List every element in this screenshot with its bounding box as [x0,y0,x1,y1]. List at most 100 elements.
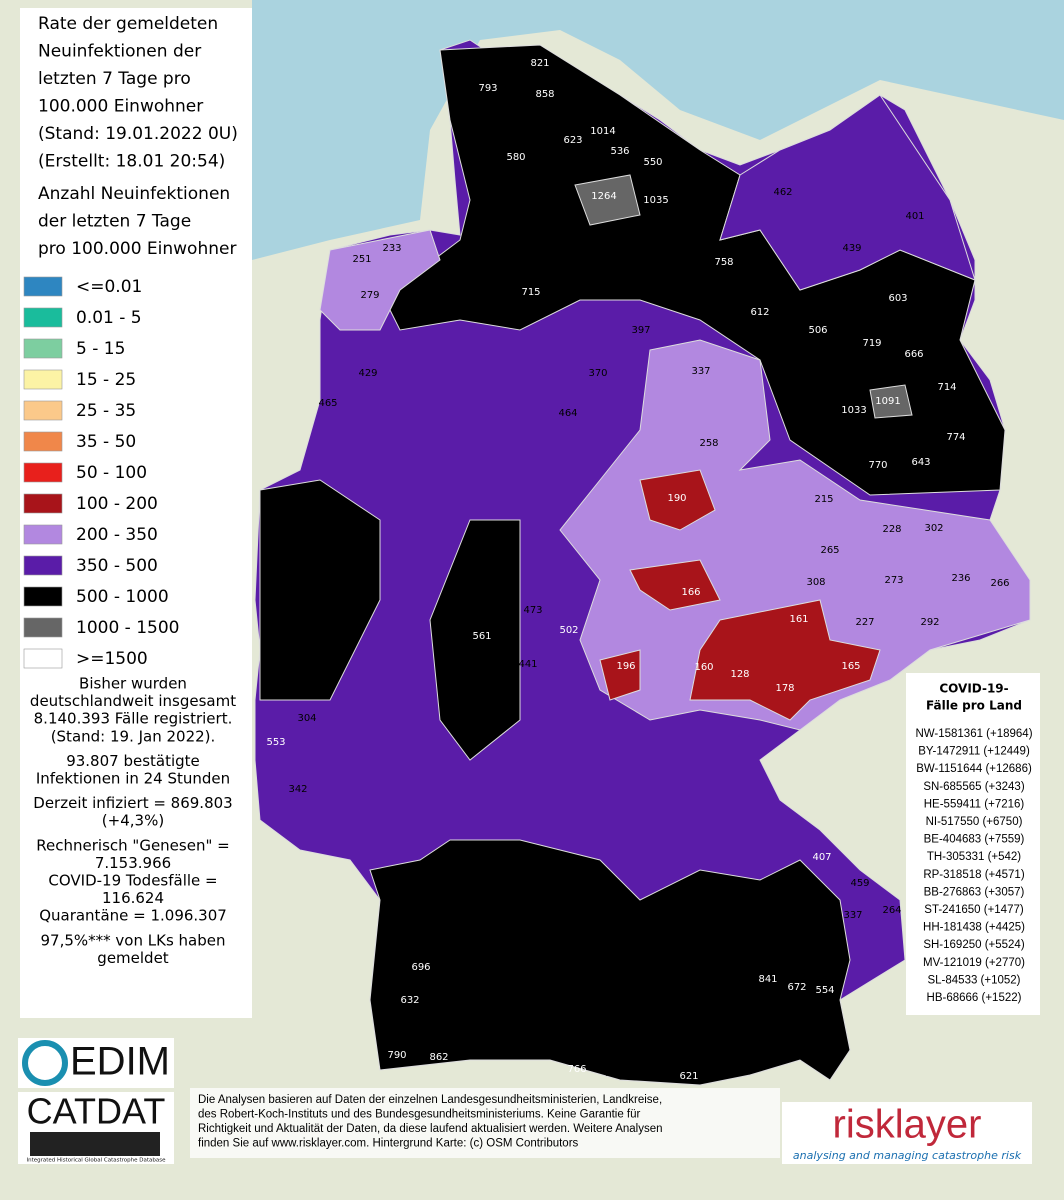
cedim-logo-box [18,1038,174,1088]
district-label: 161 [789,614,808,625]
district-label: 337 [843,910,862,921]
district-label: 178 [775,683,794,694]
title-line: (Stand: 19.01.2022 0U) [38,124,238,144]
legend-label: 35 - 50 [76,432,136,452]
region-west [259,479,381,701]
district-label: 128 [730,669,749,680]
state-entry: MV-121019 (+2770) [923,957,1025,969]
state-entry: BW-1151644 (+12686) [916,763,1032,775]
states-box [906,673,1040,1015]
legend-swatch [23,338,63,359]
district-label: 821 [530,58,549,69]
state-entry: HB-68666 (+1522) [927,992,1022,1004]
title-line: Neuinfektionen der [38,42,201,62]
district-label: 696 [411,962,430,973]
legend-swatch [23,400,63,421]
risklayer-logo-subtitle: analysing and managing catastrophe risk [793,1149,1022,1162]
district-label: 550 [643,157,662,168]
district-label: 342 [288,784,307,795]
district-label: 561 [472,631,491,642]
district-label: 632 [400,995,419,1006]
district-label: 758 [714,257,733,268]
states-box-title: COVID-19- [939,682,1008,696]
stat-line: Rechnerisch "Genesen" = [36,836,229,854]
district-label: 337 [691,366,710,377]
legend-label: 500 - 1000 [76,587,169,607]
region-red [599,649,641,701]
legend-swatch [23,307,63,328]
legend-title-line: Anzahl Neuinfektionen [38,184,230,204]
stat-line: 93.807 bestätigte [66,752,200,770]
legend-label: 0.01 - 5 [76,308,142,328]
risklayer-logo-box [782,1102,1032,1164]
district-label: 554 [815,985,834,996]
district-label: 1033 [841,405,866,416]
cedim-logo-text: EDIM [70,1040,170,1084]
legend-swatch [23,586,63,607]
district-label: 227 [855,617,874,628]
legend-swatch [23,276,63,297]
stat-line: Derzeit infiziert = 869.803 [33,794,232,812]
legend-swatch [23,648,63,669]
legend-swatch [23,462,63,483]
legend-label: 5 - 15 [76,339,125,359]
legend-label: 15 - 25 [76,370,136,390]
district-label: 304 [297,713,316,724]
district-label: 536 [610,146,629,157]
district-label: 715 [521,287,540,298]
legend-label: 25 - 35 [76,401,136,421]
district-label: 1014 [590,126,615,137]
district-label: 603 [888,293,907,304]
district-label: 266 [990,578,1009,589]
district-label: 264 [882,905,901,916]
region-red [639,469,716,531]
district-label: 770 [868,460,887,471]
footer-line: des Robert-Koch-Instituts und des Bundes… [198,1109,641,1121]
stat-line: deutschlandweit insgesamt [30,692,236,710]
district-label: 236 [951,573,970,584]
district-label: 308 [806,577,825,588]
district-label: 228 [882,524,901,535]
district-label: 160 [694,662,713,673]
district-label: 233 [382,243,401,254]
state-entry: TH-305331 (+542) [927,851,1021,863]
catdat-logo-image [30,1132,160,1156]
state-entry: SN-685565 (+3243) [923,781,1025,793]
stat-line: (+4,3%) [102,812,164,830]
district-label: 397 [631,325,650,336]
legend-swatch [23,524,63,545]
district-label: 714 [937,382,956,393]
district-label: 273 [884,575,903,586]
district-label: 462 [773,187,792,198]
stat-line: Quarantäne = 1.096.307 [39,907,227,925]
legend-swatch [23,493,63,514]
district-label: 302 [924,523,943,534]
district-label: 439 [842,243,861,254]
region-red [629,559,721,611]
stat-line: Bisher wurden [79,675,187,693]
region-northeast [719,94,976,291]
district-label: 666 [904,349,923,360]
district-label: 672 [787,982,806,993]
state-entry: BB-276863 (+3057) [924,886,1025,898]
district-label: 465 [318,398,337,409]
legend-label: 200 - 350 [76,525,158,545]
catdat-logo-subtitle: Integrated Historical Global Catastrophe… [27,1158,167,1164]
catdat-logo-text: CATDAT [27,1091,166,1132]
legend-label: 100 - 200 [76,494,158,514]
stat-line: gemeldet [97,949,169,967]
region-east [559,339,1031,731]
district-label: 623 [563,135,582,146]
legend-label: 50 - 100 [76,463,147,483]
district-label: 166 [681,587,700,598]
footer-line: finden Sie auf www.risklayer.com. Hinter… [198,1138,579,1150]
state-entry: BE-404683 (+7559) [924,834,1025,846]
district-label: 265 [820,545,839,556]
district-label: 719 [862,338,881,349]
district-label: 790 [387,1050,406,1061]
district-label: 612 [750,307,769,318]
title-line: letzten 7 Tage pro [38,69,191,89]
district-label: 258 [699,438,718,449]
states-box-title: Fälle pro Land [926,699,1022,713]
